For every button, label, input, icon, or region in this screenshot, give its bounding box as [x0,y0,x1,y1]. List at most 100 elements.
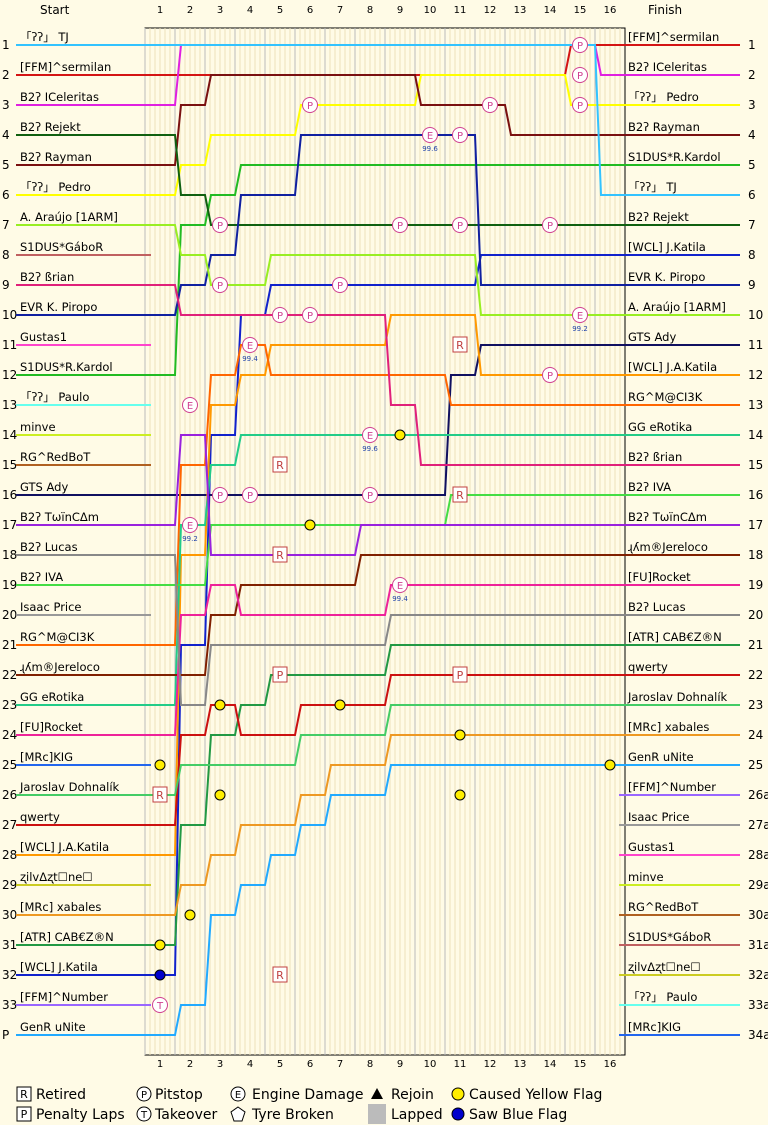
lap-tick-bottom: 9 [397,1059,403,1070]
pitstop-marker [362,487,378,503]
lap-tick-top: 7 [337,5,343,16]
marker-letter: P [247,491,253,502]
start-position-number: 4 [2,128,10,142]
yellow-flag-marker [454,789,466,801]
marker-letter: P [367,491,373,502]
finish-position-number: 33a [748,998,768,1012]
finish-position-number: 13 [748,398,763,412]
pitstop-legend-icon [136,1086,152,1102]
start-driver-name: [ATR] CAB€Z®N [20,930,114,944]
lap-tick-top: 15 [574,5,587,16]
lap-grid: 1122334455667788991010111112121313141415… [144,5,626,1070]
finish-driver-name: B2ʔ ßrian [628,450,682,464]
penalty-legend-icon [16,1106,32,1122]
marker-letter: E [427,131,433,142]
lap-tick-top: 12 [484,5,497,16]
marker-letter: P [277,669,284,682]
marker-letter: R [456,489,464,502]
retired-marker [152,786,168,803]
finish-driver-name: 「ʔʔ」 Pedro [628,90,699,104]
marker-letter: P [457,669,464,682]
start-driver-name: [FU]Rocket [20,720,83,734]
marker-value-label: 99.4 [392,595,408,603]
yellow-flag-marker [154,939,166,951]
finish-driver-name: 「ʔʔ」 Paulo [628,990,697,1004]
finish-driver-name: RG^RedBoT [628,900,699,914]
start-position-number: 21 [2,638,17,652]
start-driver-name: [FFM]^Number [20,990,108,1004]
marker-letter: E [367,431,373,442]
lap-tick-bottom: 12 [484,1059,497,1070]
marker-letter: P [487,101,493,112]
start-driver-name: GenR uNite [20,1020,86,1034]
lap-tick-bottom: 3 [217,1059,223,1070]
engine_damage-marker [182,517,198,533]
start-position-number: 31 [2,938,17,952]
finish-position-number: 23 [748,698,763,712]
start-position-number: 1 [2,38,10,52]
marker-letter: P [217,491,223,502]
start-driver-name: Gustas1 [20,330,67,344]
pitstop-marker [572,37,588,53]
start-position-number: 30 [2,908,17,922]
start-position-number: 20 [2,608,17,622]
lap-tick-bottom: 11 [454,1059,467,1070]
marker-letter: R [276,549,284,562]
start-driver-name: GG eRotika [20,690,84,704]
marker-letter: P [307,311,313,322]
marker-value-label: 99.2 [572,325,588,333]
marker-letter: P [547,371,553,382]
start-driver-name: 「ʔʔ」 TJ [20,30,69,44]
start-position-number: 14 [2,428,17,442]
yellow-flag-marker [304,519,316,531]
pitstop-marker [392,217,408,233]
finish-driver-name: minve [628,870,664,884]
pitstop-marker [212,277,228,293]
legend: R Retired P Penalty Laps P Pitstop T Takeover E E… [16,1086,602,1124]
start-driver-name: [WCL] J.A.Katila [20,840,109,854]
start-driver-name: [FFM]^sermilan [20,60,111,74]
finish-position-number: 29a [748,878,768,892]
finish-driver-name: GenR uNite [628,750,694,764]
start-driver-name: ɻʎm®Jereloco [20,660,100,674]
marker-letter: R [276,969,284,982]
rejoin-legend-icon [371,1088,383,1099]
lap-tick-top: 9 [397,5,403,16]
finish-position-number: 20 [748,608,763,622]
start-position-number: 26 [2,788,17,802]
finish-position-number: 2 [748,68,756,82]
yellow-flag-marker [214,789,226,801]
marker-letter: P [217,281,223,292]
start-driver-name: B2ʔ Rayman [20,150,92,164]
lap-tick-bottom: 13 [514,1059,527,1070]
finish-position-number: 26a [748,788,768,802]
marker-letter: P [457,221,463,232]
finish-driver-name: Jaroslav Dohnalík [627,690,728,704]
marker-letter: P [217,221,223,232]
driver-trace [145,74,625,196]
retired-legend-icon [16,1086,32,1102]
lap-tick-top: 2 [187,5,193,16]
start-position-number: 5 [2,158,10,172]
driver-trace [145,44,625,196]
marker-letter: E [187,521,193,532]
marker-letter: R [276,459,284,472]
blue-flag-legend-icon [451,1107,465,1121]
legend-label-pitstop: Pitstop [155,1087,203,1103]
legend-label-rejoin: Rejoin [391,1087,434,1103]
retired-marker [272,456,288,473]
engine-legend-icon [230,1086,246,1102]
retired-marker [452,336,468,353]
start-driver-name: GTS Ady [20,480,68,494]
start-driver-name: Isaac Price [20,600,82,614]
penalty-marker [452,666,468,683]
driver-trace [145,284,625,466]
start-driver-name: minve [20,420,56,434]
start-position-number: 22 [2,668,17,682]
finish-driver-name: ɻʎm®Jereloco [628,540,708,554]
finish-driver-name: RG^M@CI3K [628,390,703,404]
pitstop-marker [572,97,588,113]
marker-letter: E [247,341,253,352]
retired-marker [452,486,468,503]
start-position-number: 7 [2,218,10,232]
